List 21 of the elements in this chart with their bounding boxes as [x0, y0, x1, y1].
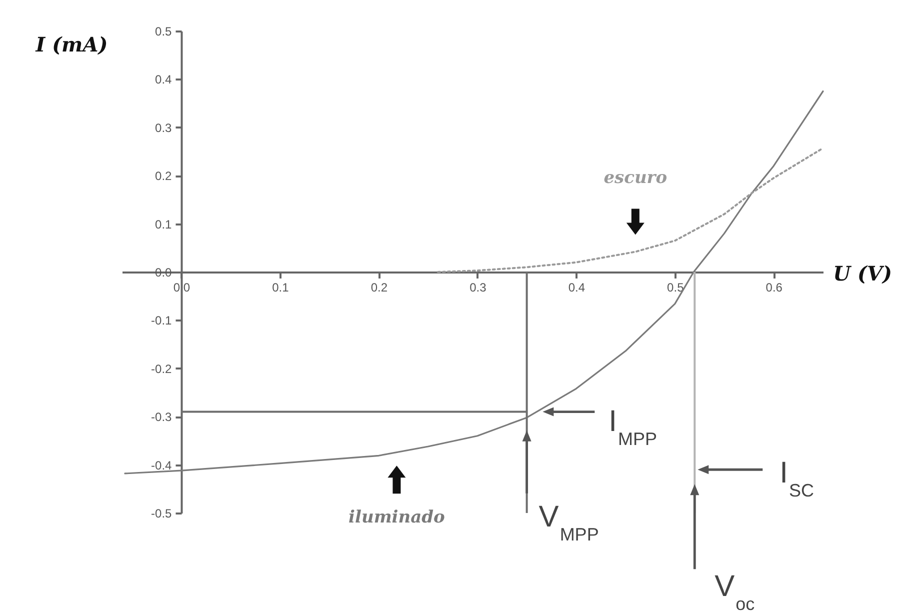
x-tick-label: 0.5	[667, 280, 684, 294]
y-tick-label: -0.1	[151, 314, 172, 328]
y-tick-label: -0.2	[151, 362, 172, 376]
y-tick-label: -0.5	[151, 506, 172, 520]
text: escuro	[604, 168, 668, 188]
y-tick-label: 0.5	[155, 24, 172, 38]
x-tick-label: 0.3	[470, 280, 487, 294]
text: iluminado	[348, 508, 445, 528]
y-axis-title: I (mA)	[34, 32, 108, 56]
y-tick-label: -0.4	[151, 458, 172, 472]
x-axis-title: U (V)	[833, 262, 892, 286]
x-tick-label: 0.4	[568, 280, 586, 294]
x-tick-label: 0.6	[766, 280, 783, 294]
y-tick-label: 0.3	[155, 120, 172, 135]
line-series	[436, 147, 824, 273]
y-tick-label: -0.3	[151, 410, 172, 424]
y-tick-label: 0.2	[155, 169, 172, 184]
x-tick-label: 0.2	[370, 280, 388, 294]
x-tick-label: 0.1	[272, 280, 290, 294]
y-tick-label: 0.1	[155, 217, 172, 232]
y-tick-label: 0.4	[155, 72, 172, 87]
